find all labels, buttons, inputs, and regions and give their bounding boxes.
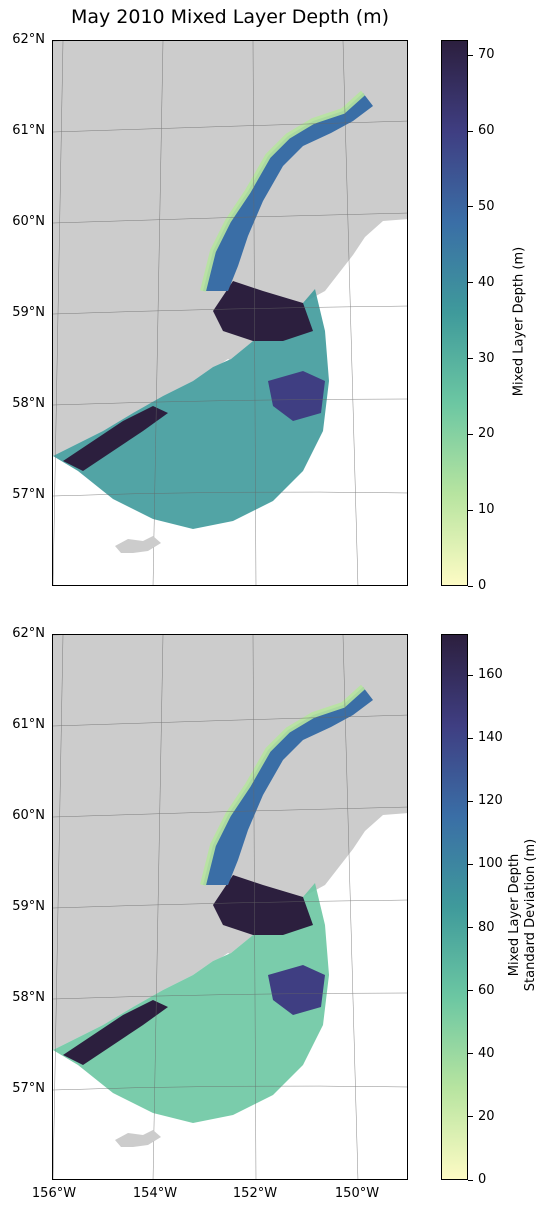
colorbar-label-line-2: Standard Deviation (m) (523, 838, 538, 992)
lat-label-60-b: 60°N (12, 808, 45, 823)
colorbar-tick-label: 0 (478, 578, 487, 593)
deep-zone (63, 1000, 168, 1065)
colorbar-tick (468, 282, 473, 284)
map-title: May 2010 Mixed Layer Depth (m) (70, 6, 390, 28)
deep-zone (63, 406, 168, 471)
colorbar-tick-label: 0 (478, 1172, 487, 1187)
deep-zone (268, 371, 325, 421)
lon-label-152: 152°W (232, 1186, 278, 1201)
lat-label-58-b: 58°N (12, 990, 45, 1005)
colorbar-tick (468, 737, 473, 739)
colorbar-tick (468, 54, 473, 56)
lon-label-154: 154°W (132, 1186, 178, 1201)
colorbar-tick (468, 585, 473, 587)
colorbar-tick-label: 10 (478, 502, 495, 518)
lon-label-150: 150°W (334, 1186, 380, 1201)
lat-label-57-b: 57°N (12, 1081, 45, 1096)
colorbar-label-line-1: Mixed Layer Depth (507, 853, 522, 977)
lat-label-62-b: 62°N (12, 626, 45, 641)
colorbar-tick-label: 80 (478, 919, 495, 935)
deep-zone (213, 875, 313, 935)
colorbar-tick (468, 509, 473, 511)
lat-label-60: 60°N (12, 214, 45, 229)
lat-label-59: 59°N (12, 305, 45, 320)
colorbar-tick-label: 30 (478, 350, 495, 366)
colorbar-tick (468, 927, 473, 928)
colorbar-tick (468, 1179, 473, 1181)
colorbar-tick-label: 20 (478, 1108, 495, 1124)
colorbar-tick (468, 990, 473, 992)
ocean-field (53, 289, 329, 529)
colorbar-tick (468, 800, 473, 802)
colorbar-tick-label: 120 (478, 793, 503, 809)
colorbar-tick (468, 130, 473, 132)
lat-label-61-b: 61°N (12, 717, 45, 732)
lat-label-58: 58°N (12, 396, 45, 411)
colorbar-tick-label: 60 (478, 982, 495, 998)
map-panel-mixed-layer-depth (52, 40, 408, 586)
map-canvas (53, 635, 407, 1179)
semidi-islands (115, 1130, 161, 1147)
colorbar-tick (468, 358, 473, 359)
colorbar-tick-label: 160 (478, 667, 503, 683)
colorbar-mixed-layer-depth-std (441, 634, 468, 1180)
ocean-field (53, 883, 329, 1123)
graticule (53, 635, 407, 1179)
colorbar-tick (468, 1116, 473, 1118)
cook-inlet (203, 93, 373, 291)
deep-zone (268, 965, 325, 1015)
lon-label-156: 156°W (31, 1186, 77, 1201)
colorbar-tick-label: 50 (478, 198, 495, 214)
colorbar-tick (468, 674, 473, 676)
colorbar-tick-label: 100 (478, 856, 503, 872)
colorbar-mixed-layer-depth (441, 40, 468, 586)
colorbar-tick (468, 206, 473, 208)
colorbar-tick-label: 40 (478, 1045, 495, 1061)
colorbar-tick-label: 20 (478, 426, 495, 442)
map-canvas (53, 41, 407, 585)
inlet-shallow-edge (200, 90, 366, 292)
inlet-shallow-edge (200, 684, 366, 886)
colorbar-label-bottom: Mixed Layer Depth Standard Deviation (m) (507, 795, 539, 1035)
graticule (53, 41, 407, 585)
colorbar-tick-label: 140 (478, 730, 503, 746)
cook-inlet (203, 687, 373, 885)
colorbar-tick (468, 433, 473, 435)
deep-zone (213, 281, 313, 341)
colorbar-tick-label: 60 (478, 123, 495, 138)
colorbar-tick (468, 1053, 473, 1055)
colorbar-tick-label: 70 (478, 47, 495, 63)
lat-label-57: 57°N (12, 487, 45, 502)
lat-label-61: 61°N (12, 123, 45, 138)
colorbar-label-top: Mixed Layer Depth (m) (512, 222, 527, 422)
lat-label-62: 62°N (12, 32, 45, 47)
colorbar-label-line: Mixed Layer Depth (m) (511, 246, 527, 397)
colorbar-tick (468, 863, 473, 865)
colorbar-tick-label: 40 (478, 274, 495, 290)
map-panel-mixed-layer-depth-std (52, 634, 408, 1180)
semidi-islands (115, 536, 161, 553)
lat-label-59-b: 59°N (12, 899, 45, 914)
